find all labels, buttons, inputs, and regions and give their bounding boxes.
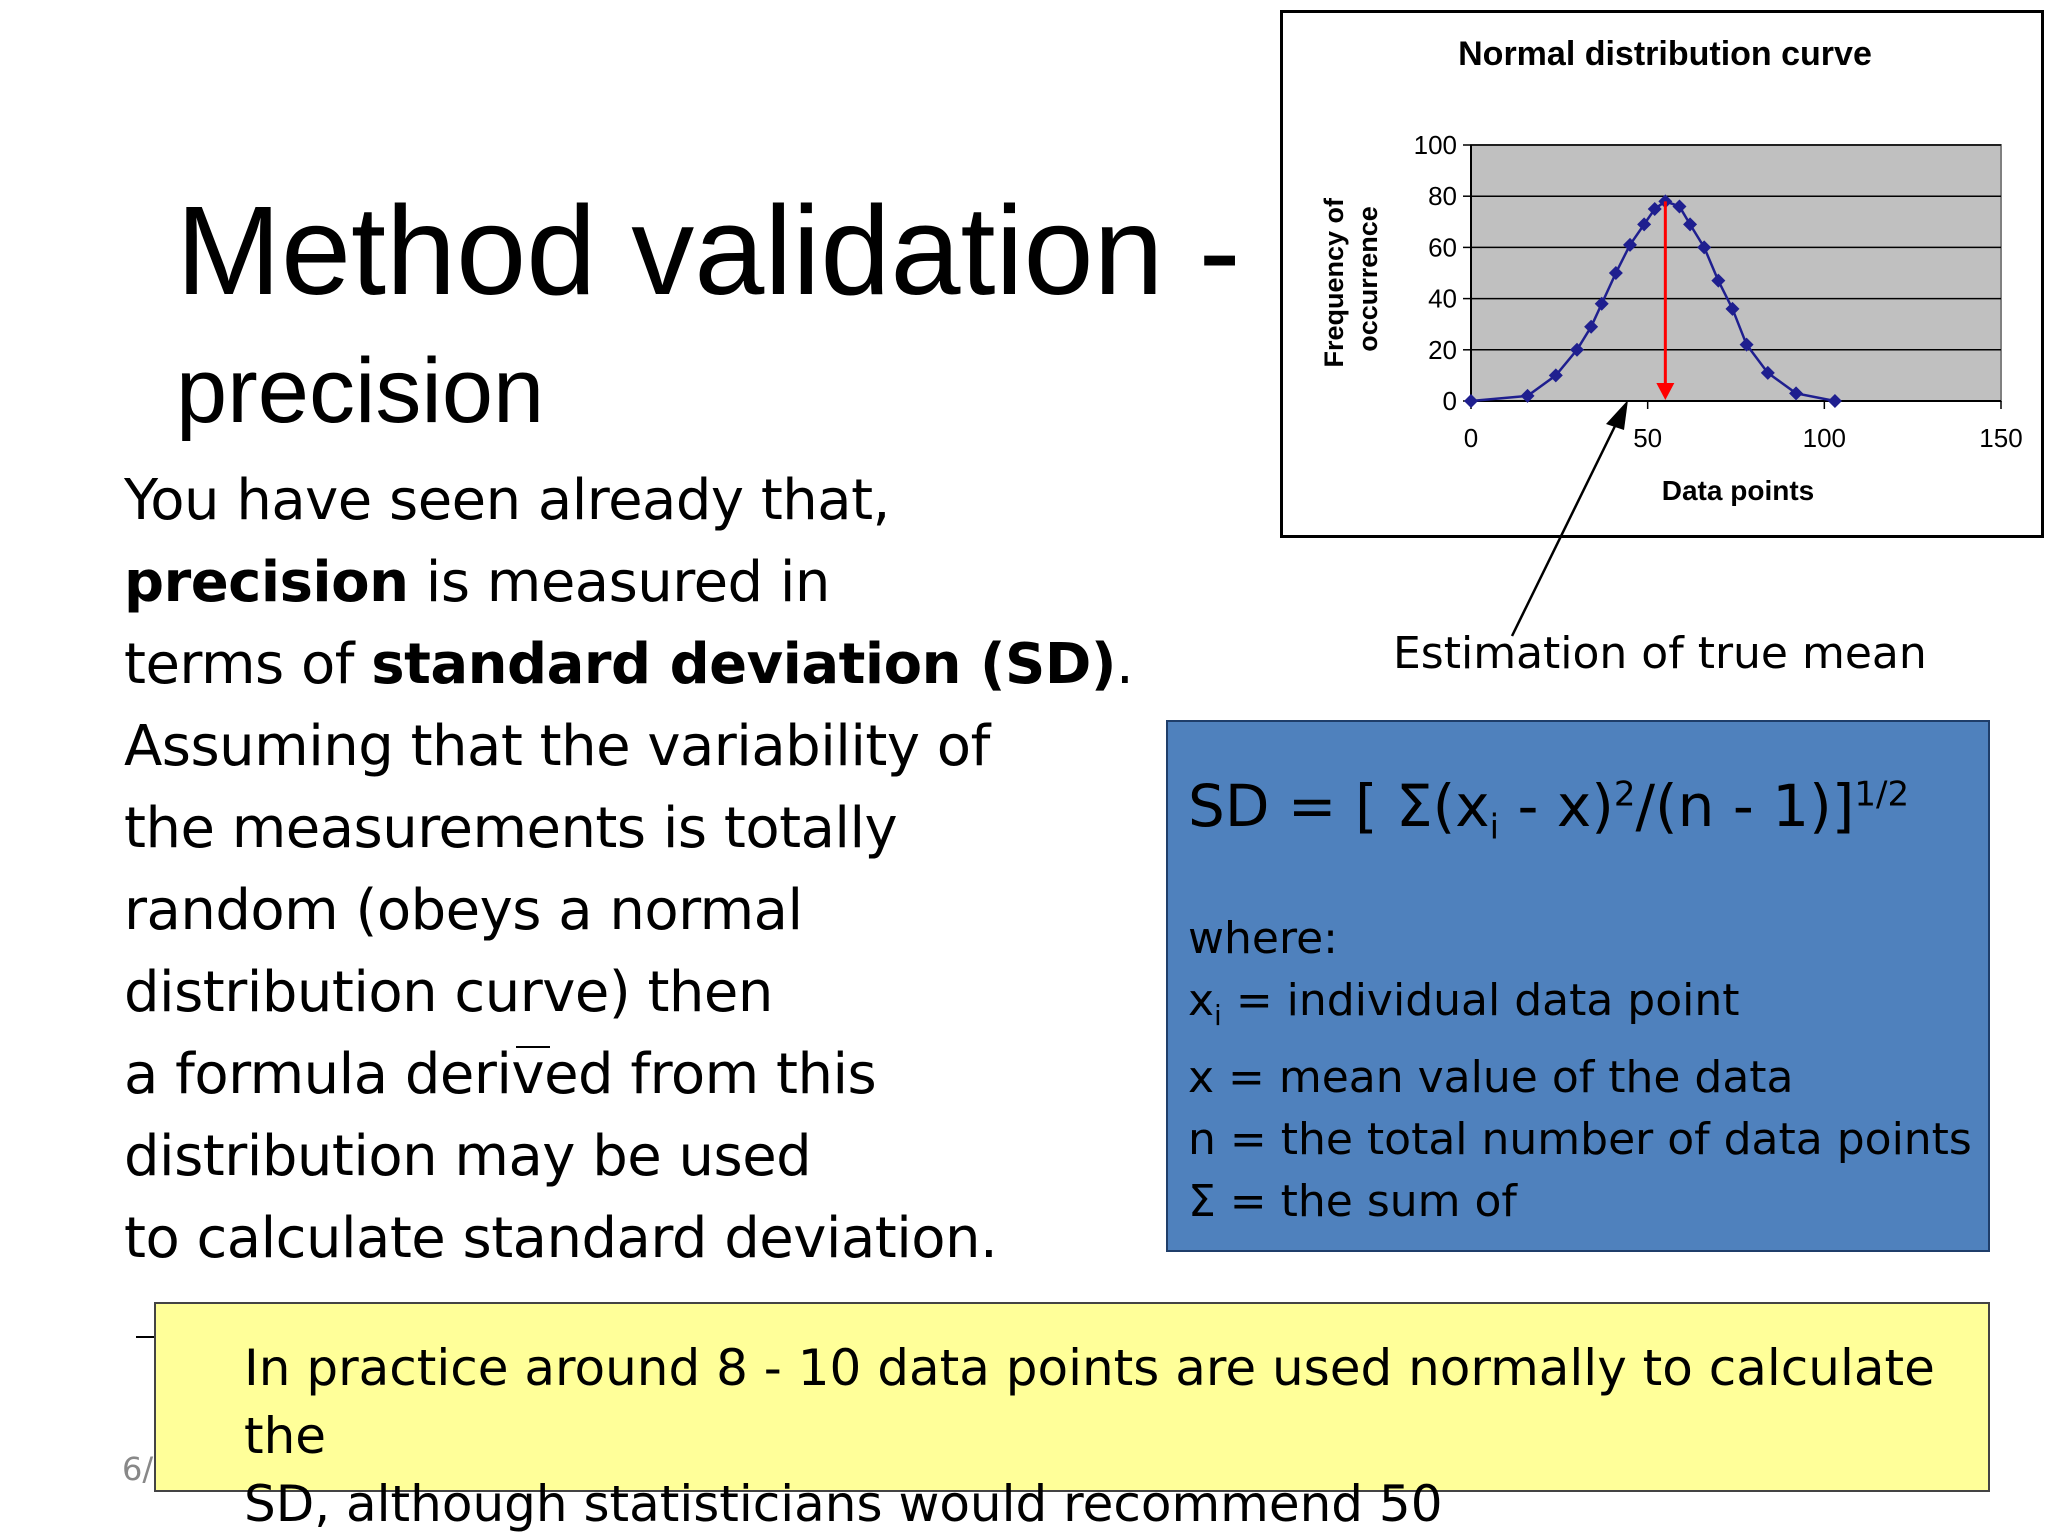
data-point	[1789, 386, 1804, 401]
note-box: In practice around 8 - 10 data points ar…	[154, 1302, 1990, 1533]
text-run: to calculate standard deviation.	[124, 1206, 998, 1271]
data-point	[1637, 217, 1652, 232]
data-point	[1570, 342, 1584, 357]
x-definition: x = mean value of the data	[1188, 1051, 1794, 1103]
chart-ylabel-line1: Frequency of	[1319, 197, 1349, 368]
text-run: You have seen already that,	[124, 468, 890, 533]
y-tick-label: 0	[1443, 386, 1457, 416]
y-tick-label: 40	[1428, 284, 1457, 314]
paragraph-line: terms of standard deviation (SD).	[124, 624, 1134, 706]
formula-sub: i	[1489, 807, 1500, 848]
text-run: random (obeys a normal	[124, 878, 803, 943]
data-point	[1647, 202, 1662, 216]
data-point	[1584, 319, 1599, 334]
chart-ylabel-line2: occurrence	[1353, 206, 1383, 352]
data-point	[1827, 394, 1842, 408]
data-point	[1725, 301, 1740, 316]
where-label: where:	[1188, 913, 1338, 964]
y-tick-label: 80	[1428, 181, 1457, 211]
data-point	[1760, 365, 1775, 380]
sd-formula: SD = [ Σ(xi - x)2/(n - 1)]1/2	[1188, 772, 1909, 848]
slide-title: Method validation -	[176, 180, 1241, 321]
slide-subtitle: precision	[176, 340, 545, 442]
formula-part: - x)	[1499, 772, 1614, 840]
chart-svg: Normal distribution curve 0 20 40 60 80 100 0 5…	[1319, 35, 2023, 506]
data-point	[1548, 368, 1563, 383]
x-tick-label: 0	[1464, 423, 1478, 453]
xi-text: = individual data point	[1221, 975, 1740, 1026]
body-paragraph: You have seen already that, precision is …	[124, 460, 1134, 1280]
formula-sup: 1/2	[1854, 774, 1910, 815]
note-text: In practice around 8 - 10 data points ar…	[244, 1334, 1944, 1538]
note-line-2: SD, although statisticians would recomme…	[244, 1475, 1443, 1533]
y-tick-label: 20	[1428, 335, 1457, 365]
data-point	[1594, 296, 1609, 311]
x-tick-label: 100	[1803, 423, 1846, 453]
xi-definition: xi = individual data point	[1188, 970, 1972, 1047]
text-run: is measured in	[408, 550, 831, 615]
slide-number: 6/	[122, 1450, 154, 1488]
data-point	[1697, 240, 1712, 255]
plot-area	[1470, 144, 2002, 402]
note-line-1: In practice around 8 - 10 data points ar…	[244, 1339, 1935, 1465]
data-point	[1683, 217, 1698, 232]
dash-mark	[136, 1336, 154, 1338]
chart-title: Normal distribution curve	[1458, 35, 1872, 73]
chart-xlabel: Data points	[1662, 475, 1814, 506]
overbar-mark	[516, 1046, 550, 1048]
paragraph-line: random (obeys a normal	[124, 870, 1134, 952]
paragraph-line: a formula derived from this	[124, 1034, 1134, 1116]
chart-ylabel: Frequency of occurrence	[1319, 190, 1383, 367]
n-definition: n = the total number of data points	[1188, 1113, 1972, 1165]
normal-distribution-chart: Normal distribution curve 0 20 40 60 80 100 0 5…	[1280, 10, 2044, 538]
formula-definitions: where: xi = individual data point x = me…	[1188, 908, 1972, 1233]
y-tick-label: 60	[1428, 232, 1457, 262]
annotation-text: Estimation of true mean	[1393, 628, 1927, 679]
text-run: distribution may be used	[124, 1124, 812, 1189]
data-point	[1739, 337, 1754, 352]
x-tick-label: 50	[1633, 423, 1662, 453]
mean-arrowhead	[1656, 383, 1675, 400]
paragraph-line: distribution curve) then	[124, 952, 1134, 1034]
data-point	[1672, 199, 1687, 214]
text-run: a formula derived from this	[124, 1042, 877, 1107]
data-point	[1464, 394, 1478, 408]
paragraph-line: Assuming that the variability of	[124, 706, 1134, 788]
text-run: .	[1115, 632, 1134, 697]
text-run: terms of	[124, 632, 372, 697]
text-run: Assuming that the variability of	[124, 714, 990, 779]
y-tick-label: 100	[1414, 130, 1457, 160]
formula-box: SD = [ Σ(xi - x)2/(n - 1)]1/2 where: xi …	[1166, 720, 1990, 1252]
paragraph-line: precision is measured in	[124, 542, 1134, 624]
xi-subscript: i	[1214, 998, 1222, 1032]
sigma-definition: Σ = the sum of	[1188, 1175, 1517, 1227]
data-point	[1608, 266, 1623, 280]
bold-term: precision	[124, 550, 409, 615]
data-point	[1711, 273, 1726, 288]
text-run: distribution curve) then	[124, 960, 773, 1025]
bold-term: standard deviation (SD)	[371, 632, 1116, 697]
data-point	[1520, 388, 1535, 403]
x-tick-label: 150	[1979, 423, 2022, 453]
formula-part: /(n - 1)]	[1635, 772, 1855, 840]
data-point	[1623, 237, 1637, 252]
annotation-arrow	[1510, 400, 1628, 637]
paragraph-line: distribution may be used	[124, 1116, 1134, 1198]
paragraph-line: You have seen already that,	[124, 460, 1134, 542]
text-run: the measurements is totally	[124, 796, 898, 861]
xi-symbol: x	[1188, 975, 1215, 1026]
paragraph-line: the measurements is totally	[124, 788, 1134, 870]
paragraph-line: to calculate standard deviation.	[124, 1198, 1134, 1280]
formula-sup: 2	[1613, 774, 1636, 815]
formula-part: SD = [ Σ(x	[1188, 772, 1490, 840]
